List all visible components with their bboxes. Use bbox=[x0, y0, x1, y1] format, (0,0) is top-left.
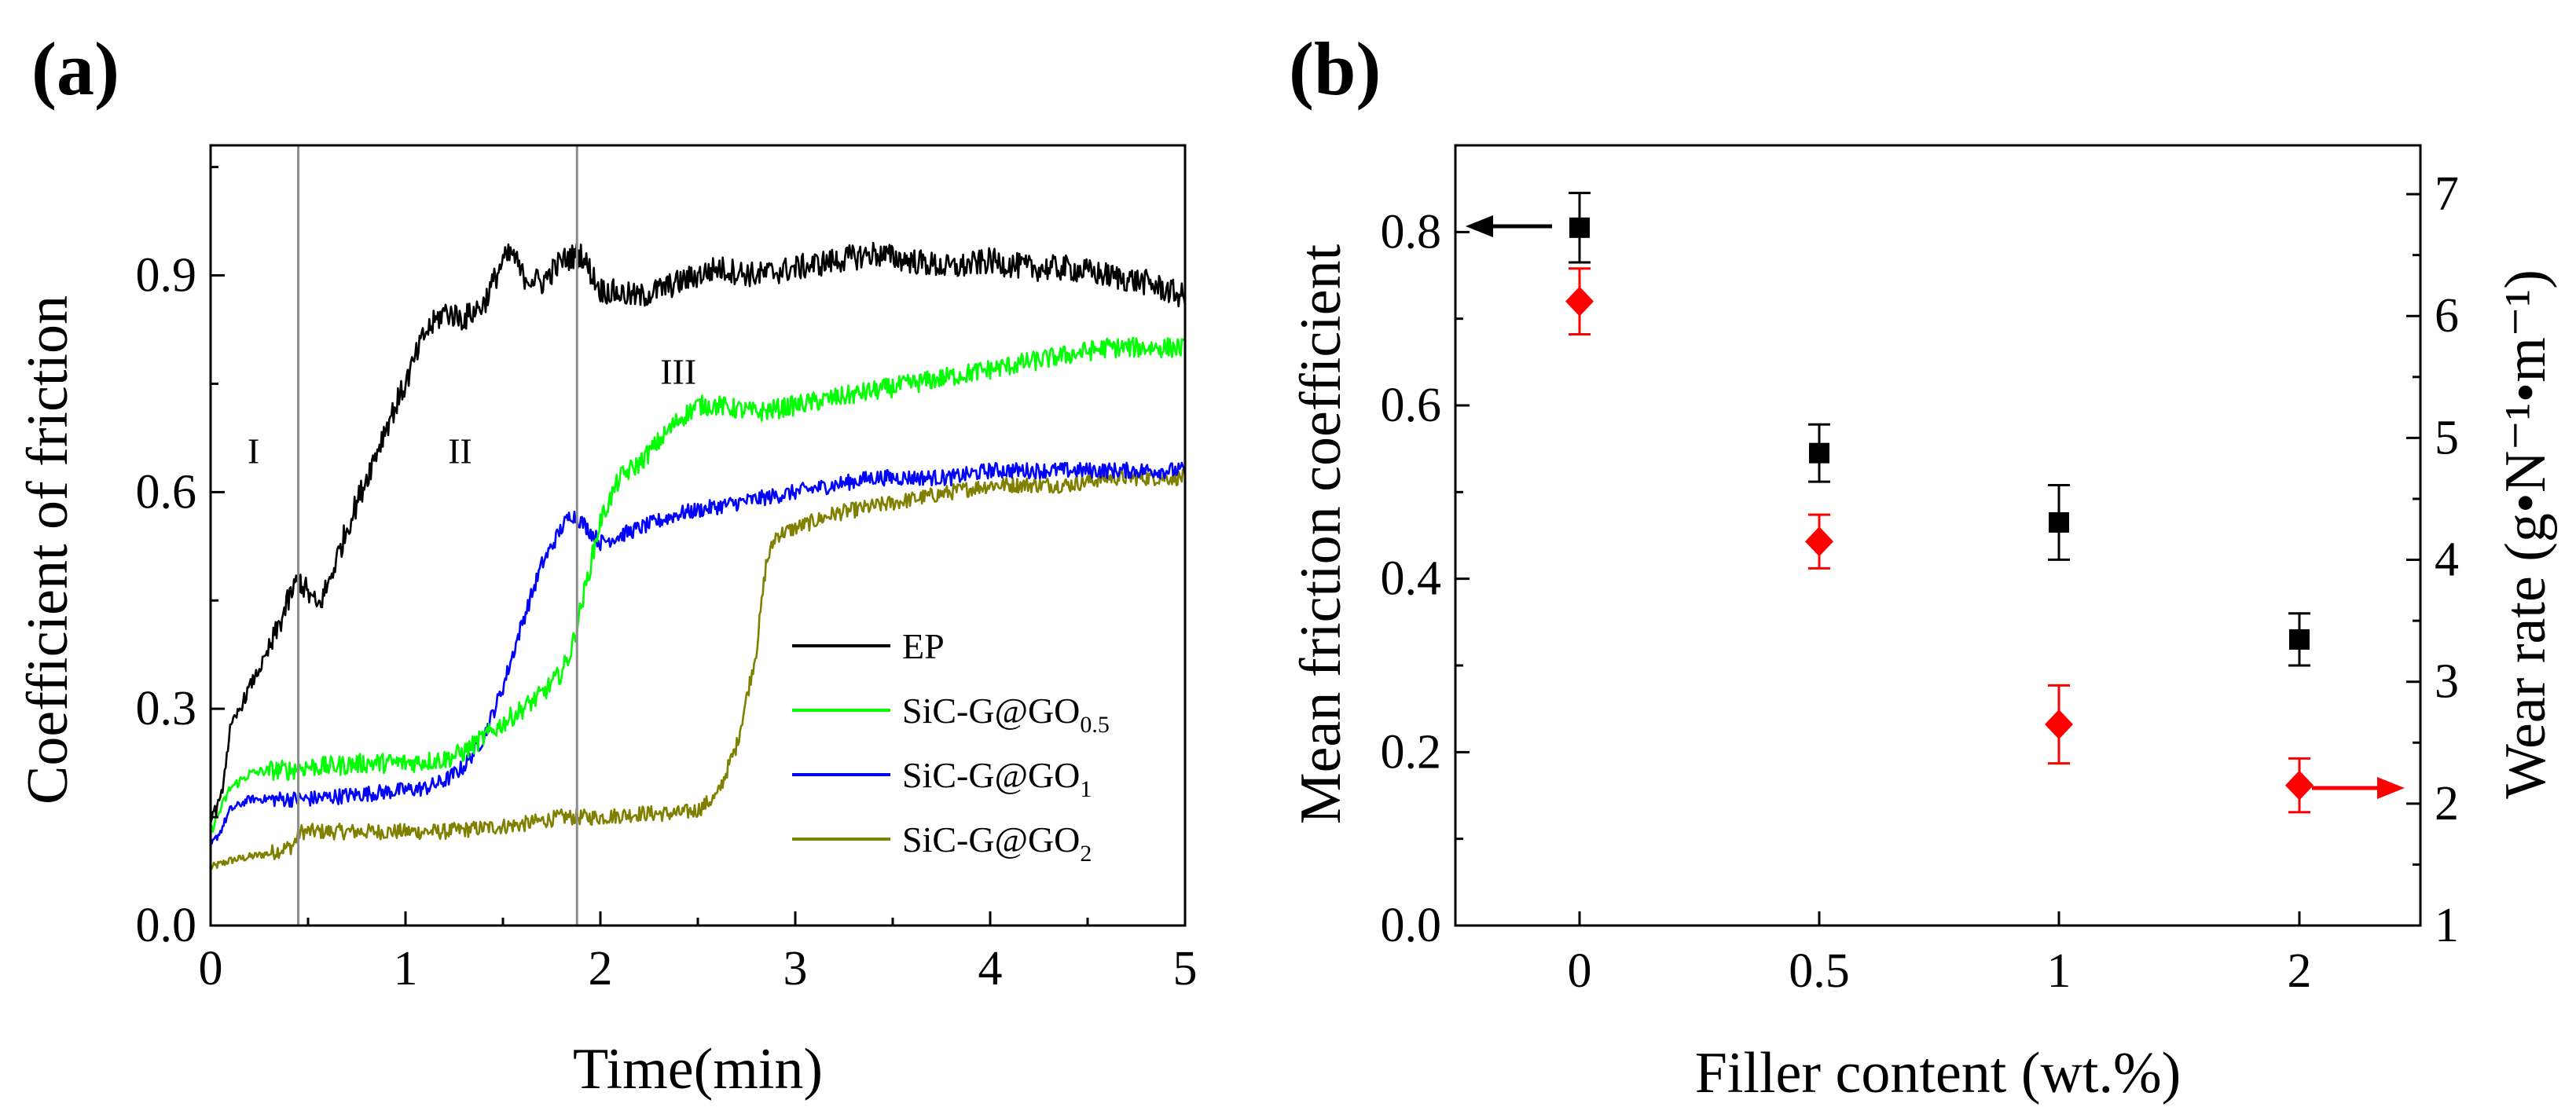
legend-label-0: EP bbox=[902, 626, 945, 666]
panel-a-x-axis-title: Time(min) bbox=[573, 1037, 823, 1102]
legend-label-subscript: 1 bbox=[1080, 776, 1092, 802]
x-tick-label: 2 bbox=[2288, 944, 2312, 998]
panel-b: (b) 0 0.5 1 2 0.0 0.2 0.4 0.6 0.8 1 2 3 4 5 6 7 Fille… bbox=[1289, 27, 2558, 1105]
region-label-0: I bbox=[248, 431, 259, 471]
right-y-tick-label: 5 bbox=[2435, 411, 2459, 464]
panel-b-plot-frame bbox=[1454, 144, 2422, 927]
panel-a-y-axis-title: Coefficient of friction bbox=[16, 295, 80, 805]
left-y-tick-label: 0.0 bbox=[1381, 899, 1442, 952]
panel-b-right-y-ticks: 1 2 3 4 5 6 7 bbox=[2406, 167, 2459, 952]
friction-point-3 bbox=[2288, 612, 2310, 667]
panel-label-b: (b) bbox=[1289, 27, 1381, 111]
x-tick-label: 0.5 bbox=[1789, 944, 1850, 998]
square-marker bbox=[2049, 511, 2069, 533]
panel-b-right-y-axis-title: Wear rate (g•N⁻¹•m⁻¹) bbox=[2493, 269, 2558, 799]
wear-point-1 bbox=[1805, 513, 1833, 570]
square-marker bbox=[1569, 217, 1590, 238]
legend-label-subscript: 0.5 bbox=[1080, 712, 1110, 738]
x-tick-label: 1 bbox=[394, 942, 418, 995]
diamond-marker bbox=[1565, 286, 1594, 317]
right-axis-arrow bbox=[2312, 777, 2405, 799]
square-marker bbox=[1809, 442, 1829, 464]
panel-a-series bbox=[209, 241, 1187, 871]
friction-point-1 bbox=[1808, 423, 1830, 483]
region-label-1: II bbox=[448, 431, 472, 471]
x-tick-label: 0 bbox=[199, 942, 223, 995]
panel-b-data-points bbox=[1565, 192, 2314, 814]
legend-label-2: SiC-G@GO1 bbox=[902, 755, 1092, 802]
right-y-tick-label: 1 bbox=[2435, 899, 2459, 952]
x-tick-label: 4 bbox=[978, 942, 1003, 995]
y-tick-label: 0.3 bbox=[136, 682, 197, 735]
wear-point-3 bbox=[2285, 757, 2314, 814]
series-line-2 bbox=[209, 461, 1187, 845]
left-y-tick-label: 0.8 bbox=[1381, 205, 1442, 258]
panel-b-x-ticks: 0 0.5 1 2 bbox=[1568, 911, 2312, 998]
wear-point-2 bbox=[2045, 684, 2073, 765]
series-line-1 bbox=[209, 336, 1186, 833]
y-tick-label: 0.0 bbox=[136, 899, 197, 952]
left-y-tick-label: 0.4 bbox=[1381, 552, 1442, 606]
panel-a-legend: EP SiC-G@GO0.5 SiC-G@GO1 SiC-G@GO2 bbox=[792, 626, 1110, 867]
stage-dividers bbox=[297, 145, 578, 926]
right-y-tick-label: 3 bbox=[2435, 655, 2459, 709]
friction-point-0 bbox=[1569, 192, 1591, 264]
left-y-tick-label: 0.6 bbox=[1381, 379, 1442, 432]
y-tick-label: 0.6 bbox=[136, 465, 197, 519]
series-line-0 bbox=[209, 241, 1187, 824]
x-tick-label: 2 bbox=[589, 942, 613, 995]
series-line-3 bbox=[209, 468, 1187, 871]
x-tick-label: 5 bbox=[1173, 942, 1198, 995]
legend-label-1: SiC-G@GO0.5 bbox=[902, 691, 1110, 738]
x-tick-label: 0 bbox=[1568, 944, 1592, 998]
panel-b-left-y-ticks: 0.0 0.2 0.4 0.6 0.8 bbox=[1381, 205, 1470, 952]
wear-point-0 bbox=[1565, 267, 1594, 335]
legend-label-subscript: 2 bbox=[1080, 841, 1092, 867]
diamond-marker bbox=[2285, 770, 2314, 801]
y-tick-label: 0.9 bbox=[136, 249, 197, 302]
x-tick-label: 3 bbox=[783, 942, 808, 995]
region-label-2: III bbox=[660, 351, 696, 391]
square-marker bbox=[2289, 629, 2310, 650]
right-y-tick-label: 6 bbox=[2435, 289, 2459, 343]
left-y-tick-label: 0.2 bbox=[1381, 725, 1442, 779]
panel-a-x-ticks: 0 1 2 3 4 5 bbox=[199, 911, 1198, 995]
left-axis-arrow bbox=[1466, 215, 1552, 237]
diamond-marker bbox=[1805, 526, 1833, 557]
right-y-tick-label: 7 bbox=[2435, 167, 2459, 221]
x-tick-label: 1 bbox=[2047, 944, 2071, 998]
friction-point-2 bbox=[2048, 484, 2070, 561]
legend-label-3: SiC-G@GO2 bbox=[902, 819, 1092, 867]
right-y-tick-label: 4 bbox=[2435, 533, 2459, 587]
panel-b-left-y-axis-title: Mean friction coefficient bbox=[1289, 244, 1353, 824]
right-y-tick-label: 2 bbox=[2435, 777, 2459, 830]
panel-label-a: (a) bbox=[31, 27, 119, 111]
panel-b-x-axis-title: Filler content (wt.%) bbox=[1695, 1041, 2182, 1105]
diamond-marker bbox=[2045, 709, 2073, 739]
panel-a-y-ticks: 0.0 0.3 0.6 0.9 bbox=[136, 166, 225, 952]
